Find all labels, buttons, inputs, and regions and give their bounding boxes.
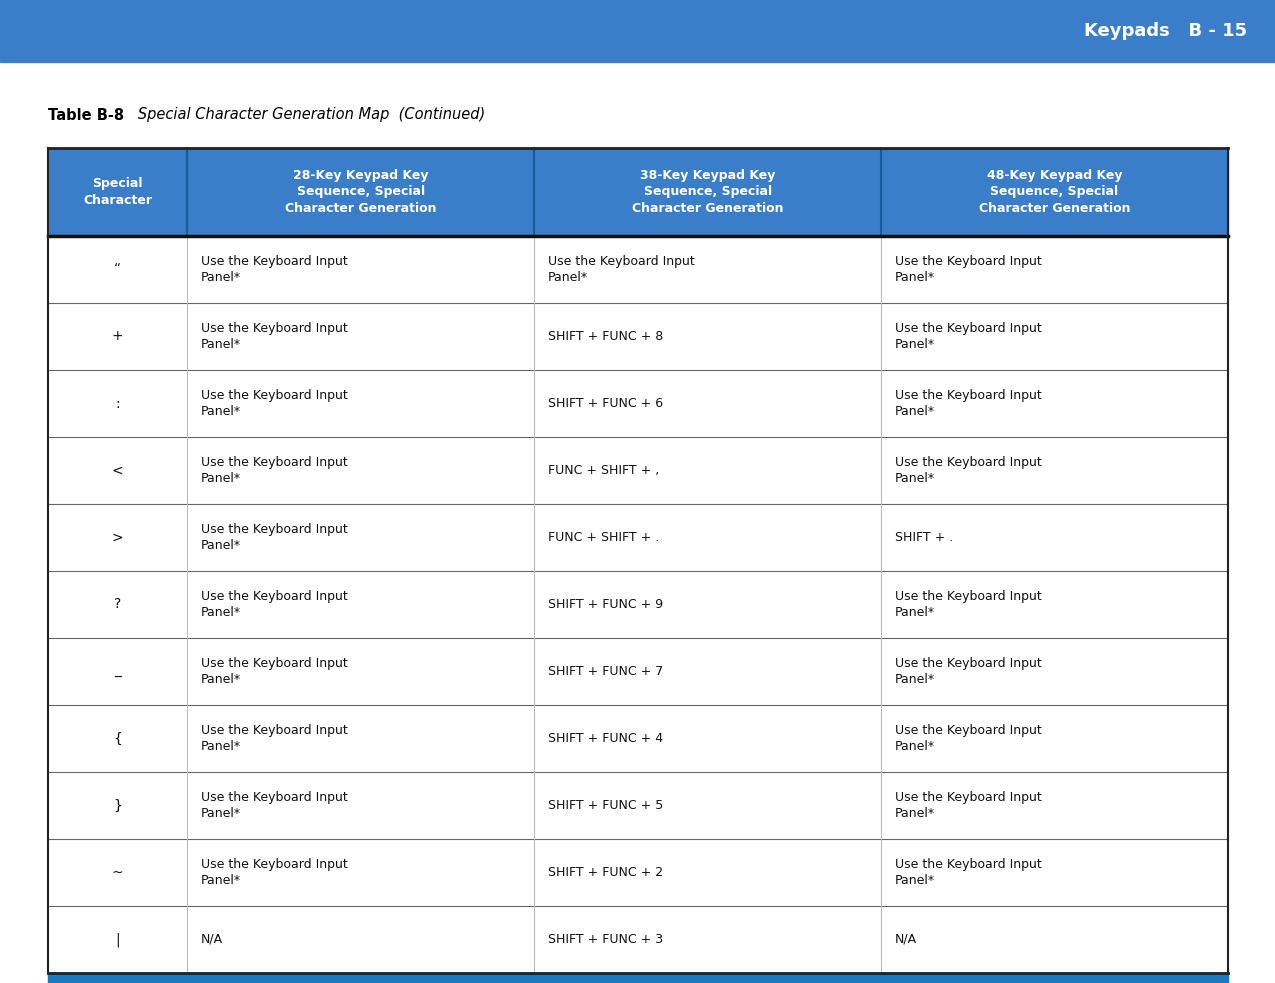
Text: :: : xyxy=(115,396,120,411)
Text: SHIFT + FUNC + 6: SHIFT + FUNC + 6 xyxy=(548,397,663,410)
Text: |: | xyxy=(115,932,120,947)
Bar xyxy=(48,906,1228,973)
Text: {: { xyxy=(113,731,122,745)
Bar xyxy=(48,437,1228,504)
Text: Use the Keyboard Input
Panel*: Use the Keyboard Input Panel* xyxy=(548,256,695,284)
Text: Use the Keyboard Input
Panel*: Use the Keyboard Input Panel* xyxy=(201,523,348,551)
Text: Use the Keyboard Input
Panel*: Use the Keyboard Input Panel* xyxy=(895,456,1042,485)
Text: 38-Key Keypad Key
Sequence, Special
Character Generation: 38-Key Keypad Key Sequence, Special Char… xyxy=(632,169,783,214)
Text: Table B-8: Table B-8 xyxy=(48,107,124,123)
Bar xyxy=(48,705,1228,772)
Text: Use the Keyboard Input
Panel*: Use the Keyboard Input Panel* xyxy=(895,590,1042,618)
Text: }: } xyxy=(113,798,122,813)
Text: Use the Keyboard Input
Panel*: Use the Keyboard Input Panel* xyxy=(201,256,348,284)
Text: <: < xyxy=(112,464,124,478)
Text: Use the Keyboard Input
Panel*: Use the Keyboard Input Panel* xyxy=(895,658,1042,686)
Text: Special Character Generation Map  (Continued): Special Character Generation Map (Contin… xyxy=(124,107,486,123)
Text: _: _ xyxy=(115,665,121,678)
Text: N/A: N/A xyxy=(201,933,223,946)
Text: Use the Keyboard Input
Panel*: Use the Keyboard Input Panel* xyxy=(201,456,348,485)
Bar xyxy=(0,0,1275,62)
Text: SHIFT + FUNC + 3: SHIFT + FUNC + 3 xyxy=(548,933,663,946)
Text: Use the Keyboard Input
Panel*: Use the Keyboard Input Panel* xyxy=(201,858,348,887)
Text: Use the Keyboard Input
Panel*: Use the Keyboard Input Panel* xyxy=(201,389,348,418)
Bar xyxy=(48,772,1228,839)
Text: Use the Keyboard Input
Panel*: Use the Keyboard Input Panel* xyxy=(895,791,1042,820)
Text: “: “ xyxy=(115,262,121,276)
Text: >: > xyxy=(112,531,124,545)
Bar xyxy=(48,973,1228,983)
Text: N/A: N/A xyxy=(895,933,917,946)
Bar xyxy=(48,148,1228,236)
Bar xyxy=(48,638,1228,705)
Text: Preliminary: Preliminary xyxy=(524,395,1006,745)
Text: SHIFT + FUNC + 9: SHIFT + FUNC + 9 xyxy=(548,598,663,611)
Text: Use the Keyboard Input
Panel*: Use the Keyboard Input Panel* xyxy=(201,791,348,820)
Bar xyxy=(48,236,1228,303)
Text: SHIFT + FUNC + 4: SHIFT + FUNC + 4 xyxy=(548,732,663,745)
Text: Use the Keyboard Input
Panel*: Use the Keyboard Input Panel* xyxy=(895,389,1042,418)
Text: SHIFT + FUNC + 7: SHIFT + FUNC + 7 xyxy=(548,665,663,678)
Bar xyxy=(48,571,1228,638)
Text: Special
Character: Special Character xyxy=(83,178,152,206)
Text: FUNC + SHIFT + ,: FUNC + SHIFT + , xyxy=(548,464,659,477)
Text: SHIFT + .: SHIFT + . xyxy=(895,531,954,544)
Text: SHIFT + FUNC + 5: SHIFT + FUNC + 5 xyxy=(548,799,663,812)
Text: 28-Key Keypad Key
Sequence, Special
Character Generation: 28-Key Keypad Key Sequence, Special Char… xyxy=(284,169,436,214)
Bar xyxy=(48,504,1228,571)
Text: +: + xyxy=(112,329,124,343)
Bar xyxy=(48,303,1228,370)
Text: Keypads   B - 15: Keypads B - 15 xyxy=(1084,22,1247,40)
Bar xyxy=(48,370,1228,437)
Text: Use the Keyboard Input
Panel*: Use the Keyboard Input Panel* xyxy=(201,724,348,753)
Text: Use the Keyboard Input
Panel*: Use the Keyboard Input Panel* xyxy=(895,724,1042,753)
Text: Use the Keyboard Input
Panel*: Use the Keyboard Input Panel* xyxy=(895,858,1042,887)
Text: Use the Keyboard Input
Panel*: Use the Keyboard Input Panel* xyxy=(201,658,348,686)
Text: ~: ~ xyxy=(112,865,124,880)
Text: FUNC + SHIFT + .: FUNC + SHIFT + . xyxy=(548,531,659,544)
Text: Use the Keyboard Input
Panel*: Use the Keyboard Input Panel* xyxy=(201,590,348,618)
Bar xyxy=(48,839,1228,906)
Text: SHIFT + FUNC + 8: SHIFT + FUNC + 8 xyxy=(548,330,663,343)
Text: ?: ? xyxy=(113,598,121,611)
Text: Use the Keyboard Input
Panel*: Use the Keyboard Input Panel* xyxy=(201,322,348,351)
Text: 48-Key Keypad Key
Sequence, Special
Character Generation: 48-Key Keypad Key Sequence, Special Char… xyxy=(979,169,1131,214)
Text: SHIFT + FUNC + 2: SHIFT + FUNC + 2 xyxy=(548,866,663,879)
Text: Use the Keyboard Input
Panel*: Use the Keyboard Input Panel* xyxy=(895,256,1042,284)
Text: Use the Keyboard Input
Panel*: Use the Keyboard Input Panel* xyxy=(895,322,1042,351)
